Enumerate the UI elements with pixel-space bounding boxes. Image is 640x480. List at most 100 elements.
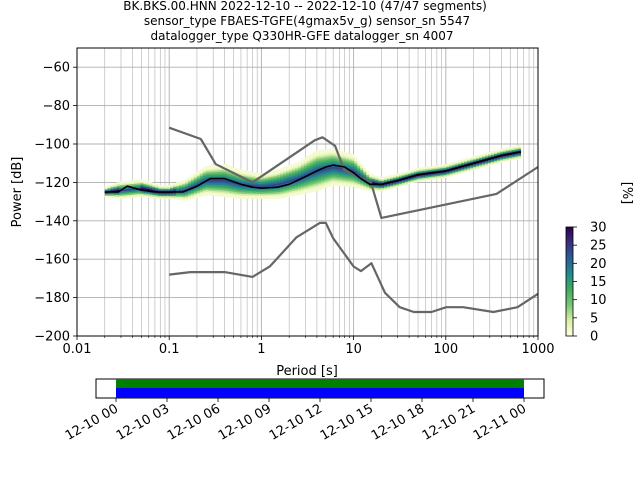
histogram-cell xyxy=(286,165,290,169)
histogram-cell xyxy=(167,187,171,191)
histogram-cell xyxy=(345,162,349,165)
histogram-cell xyxy=(312,159,317,163)
histogram-cell xyxy=(336,159,340,162)
histogram-cell xyxy=(104,192,109,195)
histogram-cell xyxy=(499,152,504,156)
histogram-cell xyxy=(256,188,260,191)
histogram-cell xyxy=(461,163,465,166)
histogram-cell xyxy=(283,174,287,178)
colorbar-tick-label: 30 xyxy=(590,221,607,236)
histogram-cell xyxy=(496,153,501,157)
x-tick-label: 1 xyxy=(257,342,265,357)
histogram-cell xyxy=(327,155,331,158)
histogram-cell xyxy=(443,172,447,176)
histogram-cell xyxy=(235,176,239,179)
histogram-cell xyxy=(214,192,218,195)
histogram-cell xyxy=(164,185,168,188)
histogram-cell xyxy=(321,175,325,179)
histogram-cell xyxy=(128,184,132,188)
histogram-cell xyxy=(321,160,325,163)
histogram-cell xyxy=(205,186,210,189)
histogram-cell xyxy=(351,161,355,165)
histogram-cell xyxy=(324,180,328,184)
histogram-cell xyxy=(158,186,162,189)
histogram-cell xyxy=(291,170,296,173)
histogram-cell xyxy=(348,165,352,169)
histogram-cell xyxy=(182,192,186,195)
histogram-cell xyxy=(360,185,364,188)
histogram-cell xyxy=(134,189,138,192)
histogram-cell xyxy=(452,166,456,169)
histogram-cell xyxy=(187,181,192,185)
histogram-cell xyxy=(392,178,397,181)
histogram-cell xyxy=(199,189,204,192)
histogram-cell xyxy=(283,181,287,184)
histogram-cell xyxy=(407,173,412,176)
histogram-cell xyxy=(167,195,171,198)
histogram-cell xyxy=(288,192,293,195)
histogram-cell xyxy=(309,176,314,180)
histogram-cell xyxy=(324,154,328,157)
histogram-cell xyxy=(182,198,186,201)
histogram-cell xyxy=(161,186,165,189)
histogram-cell xyxy=(137,194,141,198)
histogram-cell xyxy=(360,167,364,170)
histogram-cell xyxy=(223,182,227,185)
histogram-cell xyxy=(128,194,132,197)
histogram-cell xyxy=(220,169,224,172)
histogram-cell xyxy=(143,181,147,185)
histogram-cell xyxy=(494,154,498,157)
histogram-cell xyxy=(208,171,213,174)
histogram-cell xyxy=(357,178,361,181)
histogram-cell xyxy=(303,171,308,174)
histogram-cell xyxy=(392,182,397,186)
histogram-cell xyxy=(241,171,245,175)
histogram-cell xyxy=(303,180,308,183)
histogram-cell xyxy=(312,167,317,171)
histogram-cell xyxy=(318,176,322,180)
histogram-cell xyxy=(387,182,391,186)
histogram-cell xyxy=(413,177,418,180)
histogram-cell xyxy=(324,155,328,159)
histogram-cell xyxy=(443,175,447,178)
histogram-cell xyxy=(327,182,331,186)
histogram-cell xyxy=(312,161,317,164)
histogram-cell xyxy=(170,184,174,187)
histogram-cell xyxy=(318,165,322,169)
histogram-cell xyxy=(369,188,373,192)
histogram-cell xyxy=(401,171,406,175)
histogram-cell xyxy=(467,164,471,168)
histogram-cell xyxy=(499,158,504,162)
histogram-cell xyxy=(437,174,441,178)
histogram-cell xyxy=(122,196,126,199)
histogram-cell xyxy=(348,161,352,164)
histogram-cell xyxy=(134,179,138,183)
histogram-cell xyxy=(321,152,325,156)
histogram-cell xyxy=(312,169,317,172)
histogram-cell xyxy=(262,176,266,179)
histogram-cell xyxy=(342,161,346,164)
histogram-cell xyxy=(318,164,322,167)
histogram-cell xyxy=(247,182,251,185)
histogram-cell xyxy=(271,194,275,198)
histogram-cell xyxy=(247,187,251,190)
histogram-cell xyxy=(199,179,204,183)
histogram-cell xyxy=(274,180,278,183)
histogram-cell xyxy=(410,180,415,184)
histogram-cell xyxy=(309,170,314,173)
histogram-cell xyxy=(140,194,144,198)
histogram-cell xyxy=(378,179,382,183)
histogram-cell xyxy=(125,194,129,197)
histogram-cell xyxy=(265,193,269,196)
histogram-cell xyxy=(187,183,192,186)
histogram-cell xyxy=(455,160,459,164)
histogram-cell xyxy=(440,168,444,172)
histogram-cell xyxy=(378,181,382,184)
histogram-cell xyxy=(327,174,331,178)
histogram-cell xyxy=(274,181,278,185)
histogram-cell xyxy=(321,157,325,160)
histogram-cell xyxy=(294,168,299,172)
histogram-cell xyxy=(458,161,462,164)
histogram-cell xyxy=(277,177,281,181)
